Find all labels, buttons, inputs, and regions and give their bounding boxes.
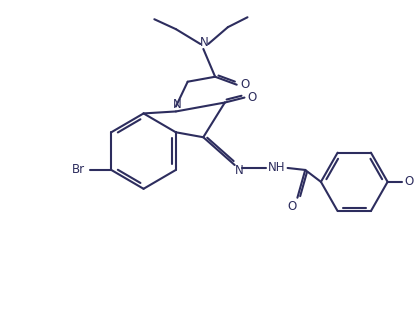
Text: O: O — [287, 200, 296, 213]
Text: O: O — [240, 78, 249, 91]
Text: NH: NH — [268, 162, 286, 174]
Text: O: O — [405, 175, 414, 188]
Text: N: N — [173, 98, 181, 111]
Text: Br: Br — [72, 164, 85, 176]
Text: N: N — [200, 36, 209, 49]
Text: N: N — [235, 164, 244, 177]
Text: O: O — [248, 91, 257, 104]
